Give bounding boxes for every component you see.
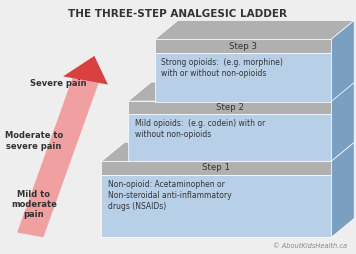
- Polygon shape: [128, 82, 354, 101]
- Polygon shape: [331, 142, 354, 237]
- Text: Mild to
moderate
pain: Mild to moderate pain: [11, 189, 57, 219]
- Bar: [128, 114, 331, 161]
- Polygon shape: [331, 20, 354, 102]
- Text: © AboutKidsHealth.ca: © AboutKidsHealth.ca: [273, 243, 347, 249]
- Text: THE THREE-STEP ANALGESIC LADDER: THE THREE-STEP ANALGESIC LADDER: [68, 9, 288, 19]
- Bar: [101, 161, 331, 175]
- Polygon shape: [331, 82, 354, 161]
- Bar: [101, 175, 331, 237]
- Text: Strong opioids:  (e.g. morphine)
with or without non-opioids: Strong opioids: (e.g. morphine) with or …: [161, 58, 283, 78]
- Text: Step 1: Step 1: [202, 164, 230, 172]
- Text: Moderate to
severe pain: Moderate to severe pain: [5, 131, 63, 151]
- Bar: [155, 53, 331, 102]
- Text: Step 2: Step 2: [216, 103, 244, 112]
- Polygon shape: [155, 20, 354, 39]
- Text: Step 3: Step 3: [229, 42, 257, 51]
- Polygon shape: [17, 78, 99, 237]
- Text: Mild opioids:  (e.g. codein) with or
without non-opioids: Mild opioids: (e.g. codein) with or with…: [135, 119, 265, 139]
- Text: Non-opioid: Acetaminophen or
Non-steroidal anti-inflammatory
drugs (NSAIDs): Non-opioid: Acetaminophen or Non-steroid…: [108, 180, 231, 211]
- Bar: [155, 39, 331, 53]
- Polygon shape: [101, 142, 354, 161]
- Polygon shape: [63, 56, 108, 85]
- Bar: [128, 101, 331, 114]
- Text: Severe pain: Severe pain: [31, 79, 87, 88]
